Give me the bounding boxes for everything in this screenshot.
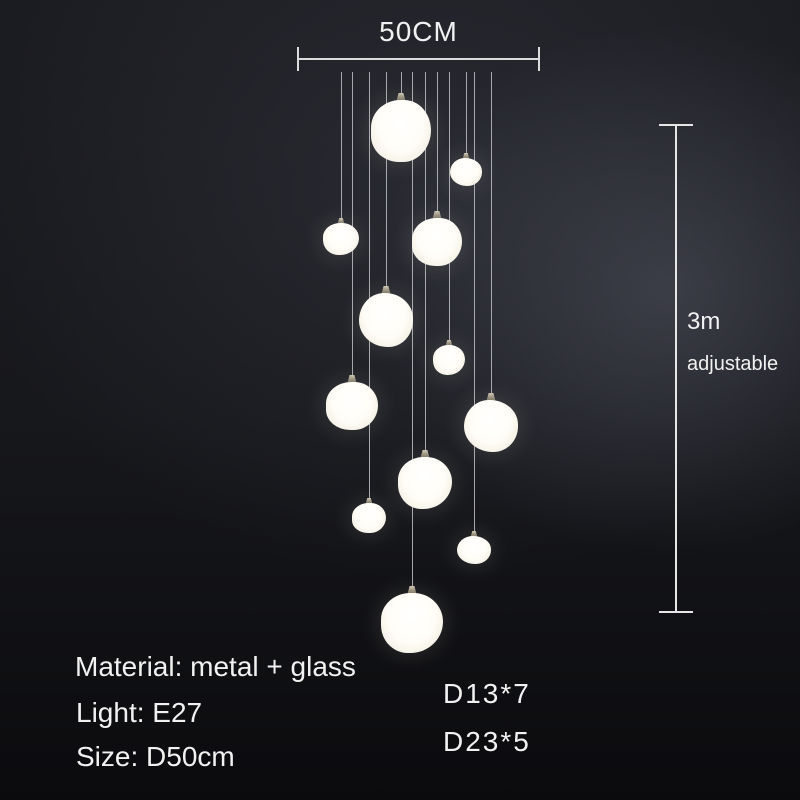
height-dimension-label-value: 3m [687,308,721,335]
spec-size: Size: D50cm [76,741,235,772]
pendant-globe-large [464,400,518,452]
width-dimension-line [297,47,540,71]
pendant-wire [340,72,342,218]
pendant-globe-large [381,593,443,653]
count-large-globes: D23*5 [443,726,531,757]
pendant-wire [473,72,475,531]
count-small-globes: D13*7 [443,678,531,709]
pendant-cap [337,218,345,225]
height-dimension-bar [675,124,677,613]
pendant-globe-large [326,382,378,430]
pendant-cap [396,93,406,102]
pendant-cap [470,531,478,538]
pendant-wire [448,72,450,340]
pendant-cap [365,498,373,505]
spec-material: Material: metal + glass [75,651,356,682]
pendant-cap [381,286,391,295]
pendant-globe-small [323,223,359,255]
height-dimension-line [659,124,693,613]
pendant-wire [385,72,387,286]
pendant-cap [432,211,442,220]
pendant-cap [347,375,357,384]
pendant-globe-large [412,218,462,266]
pendant-globe-large [371,100,431,162]
height-dimension-label-adjustable: adjustable [687,353,779,375]
pendant-cap [420,450,430,459]
pendant-globe-small [352,503,386,533]
pendant-wire [490,72,492,393]
width-dimension-tick-right [538,47,540,71]
pendant-cap [445,340,453,347]
pendant-wire [351,72,353,375]
pendant-cap [462,153,470,160]
width-dimension-bar [297,58,540,60]
pendant-globe-large [359,293,413,347]
pendant-globe-small [450,158,482,186]
pendant-wire [465,72,467,153]
pendant-wire [436,72,438,211]
spec-light: Light: E27 [76,697,203,728]
pendant-globe-large [398,457,452,509]
pendant-wire [411,72,413,586]
height-dimension-tick-bottom [659,611,693,613]
pendant-wire [400,72,402,93]
pendant-wire [368,72,370,498]
pendant-globe-small [433,345,465,375]
width-dimension-label: 50CM [379,16,458,47]
pendant-cap [486,393,496,402]
pendant-cap [407,586,417,595]
pendant-globe-small [457,536,491,564]
